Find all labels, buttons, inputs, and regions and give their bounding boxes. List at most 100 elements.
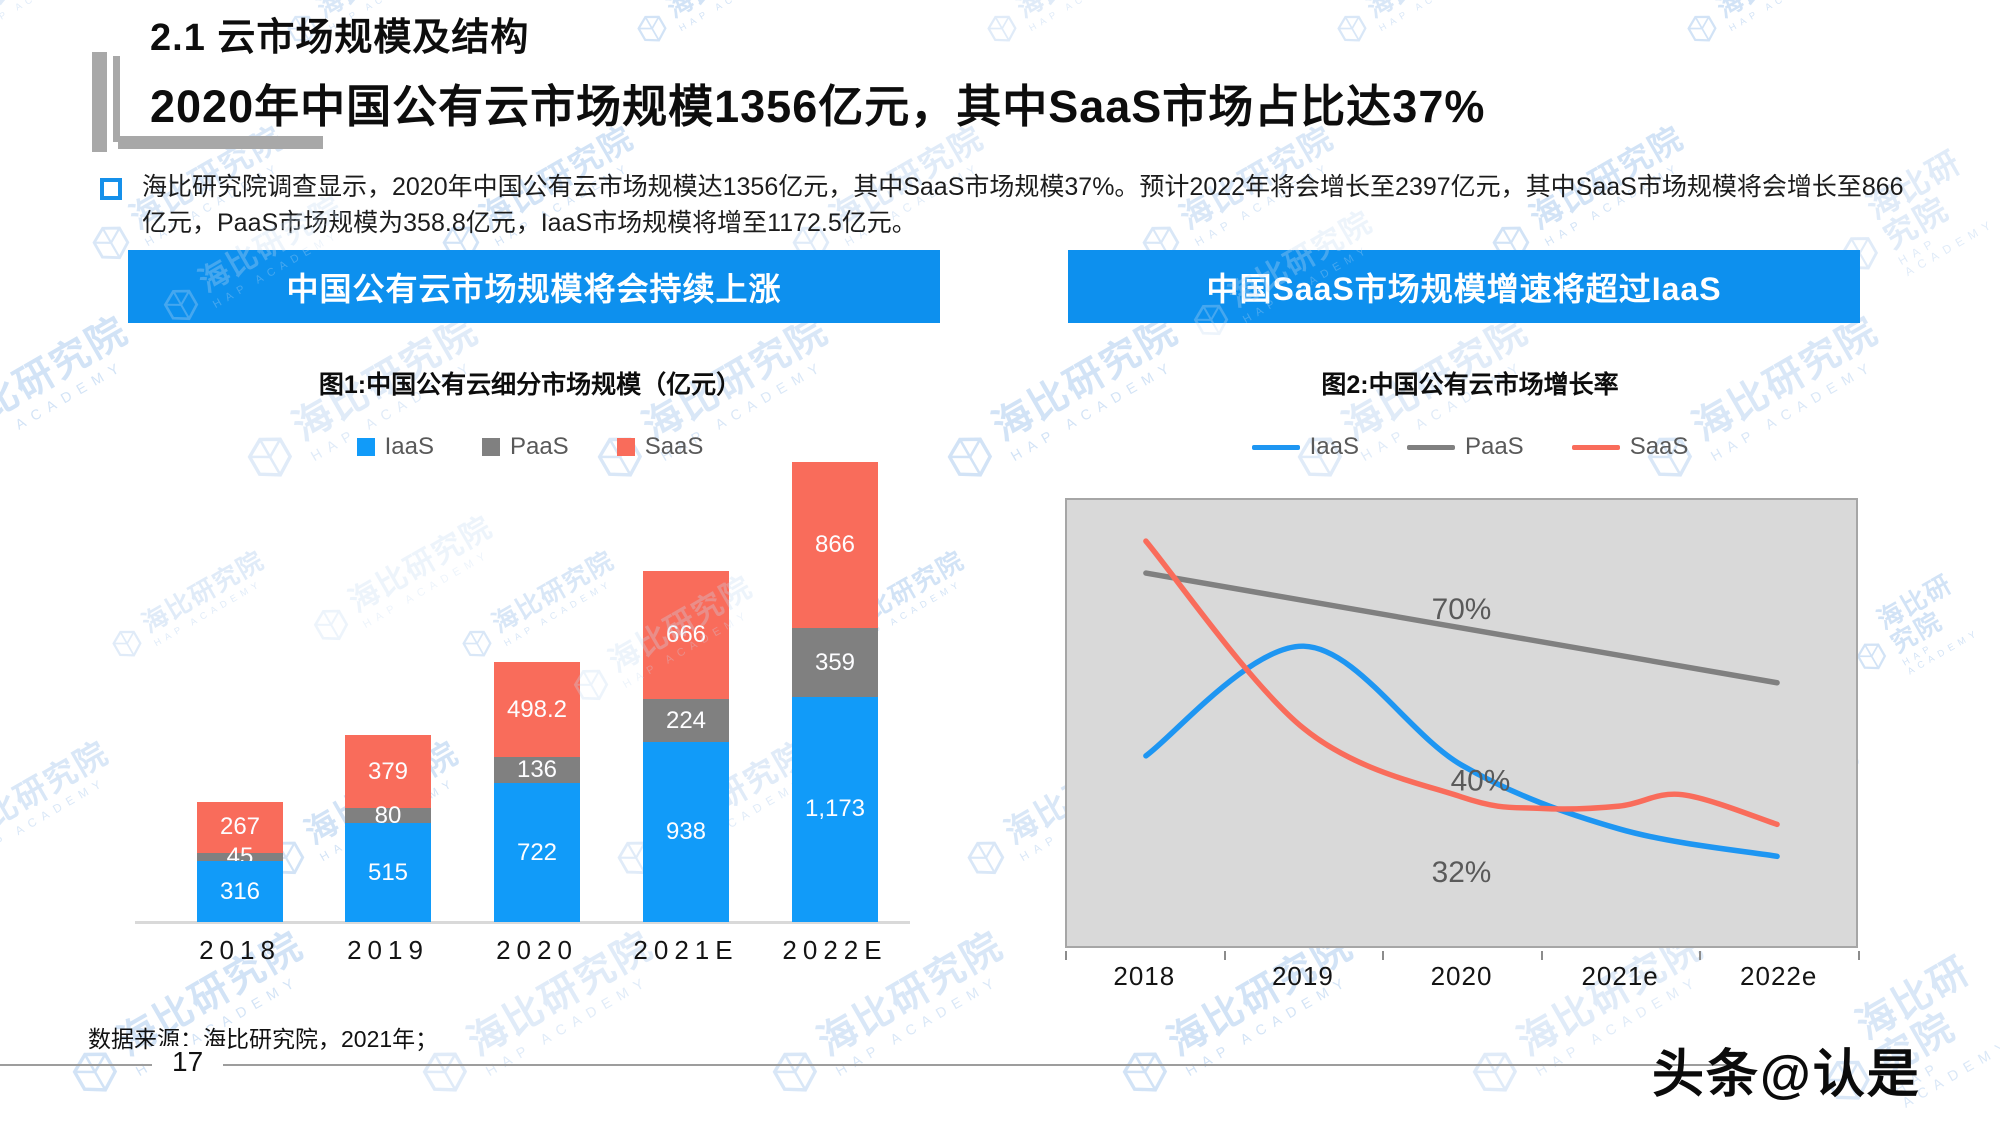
bar-segment-saas: 267 [197, 801, 283, 853]
line-x-label: 2019 [1271, 961, 1334, 991]
bar-column-2022E: 1,173 359 866 [792, 462, 878, 922]
x-axis-tick [1065, 951, 1067, 960]
bar-value-label: 515 [367, 858, 409, 886]
banner-right: 中国SaaS市场规模增速将超过IaaS [1068, 250, 1860, 323]
title-underline-bar [118, 136, 323, 149]
watermark-subtext: HAP ACADEMY [1900, 626, 1982, 677]
bar-column-2018: 316 45 267 [197, 801, 283, 922]
haibi-logo-icon [1687, 15, 1717, 42]
bar-segment-saas: 666 [643, 571, 729, 700]
line-annotation: 70% [1432, 593, 1492, 626]
legend-label: IaaS [384, 433, 434, 460]
legend-label: PaaS [509, 433, 569, 460]
x-axis-tick [1858, 951, 1860, 960]
banner-right-label: 中国SaaS市场规模增速将超过IaaS [1206, 270, 1722, 307]
legend-saas-swatch-icon [616, 438, 635, 456]
line-annotation: 40% [1451, 764, 1511, 797]
watermark-text: 海比研究院 [0, 0, 94, 23]
bar-value-label: 1,173 [804, 795, 866, 823]
line-chart-legend: IaaS PaaS SaaS [1040, 433, 1900, 461]
bar-value-label: 379 [367, 757, 409, 785]
haibi-logo-icon [1472, 1052, 1518, 1092]
legend-paas-swatch-icon [1406, 444, 1455, 450]
bar-x-label: 2019 [347, 935, 429, 965]
legend-paas-swatch-icon [481, 438, 500, 456]
bar-value-label: 359 [814, 648, 856, 676]
title-bracket-bar-thick [92, 52, 107, 152]
line-annotation: 32% [1432, 856, 1492, 889]
intro-block: 海比研究院调查显示，2020年中国公有云市场规模达1356亿元，其中SaaS市场… [100, 170, 1910, 241]
bar-segment-saas: 866 [792, 462, 878, 629]
legend-label: SaaS [1629, 433, 1689, 460]
bar-column-2020: 722 136 498.2 [494, 661, 580, 922]
bar-chart-section: 图1:中国公有云细分市场规模（亿元） IaaS PaaS SaaS 316 45 267… [100, 355, 960, 1015]
bar-value-label: 267 [219, 813, 261, 841]
line-series-iaas [1143, 643, 1780, 860]
bar-x-label: 2021E [633, 935, 739, 965]
brand-logo: 头条@认是 [1652, 1046, 1921, 1104]
section-title: 2.1 云市场规模及结构 [150, 17, 530, 59]
bar-value-label: 316 [219, 877, 261, 905]
banner-left-label: 中国公有云市场规模将会持续上涨 [286, 270, 782, 307]
bar-segment-saas: 379 [345, 735, 431, 808]
bar-segment-saas: 498.2 [494, 661, 580, 758]
bar-segment-paas: 136 [494, 756, 580, 784]
line-chart-section: 图2:中国公有云市场增长率 IaaS PaaS SaaS 70% 40% 32% 201… [1040, 355, 1900, 1015]
x-axis-tick [1540, 951, 1543, 960]
bar-chart-title: 图1:中国公有云细分市场规模（亿元） [318, 371, 742, 399]
legend-item-saas: SaaS [1571, 433, 1689, 461]
line-series-saas [1143, 538, 1780, 828]
legend-label: IaaS [1309, 433, 1359, 460]
line-chart-plot: 70% 40% 32% [1065, 498, 1858, 948]
legend-item-iaas: IaaS [356, 433, 434, 461]
legend-item-paas: PaaS [481, 433, 569, 461]
bar-x-label: 2022E [782, 935, 888, 965]
haibi-logo-icon [967, 841, 1005, 875]
bullet-square-icon [100, 178, 122, 200]
haibi-logo-icon [772, 1052, 818, 1092]
line-x-label: 2022e [1740, 961, 1818, 991]
legend-iaas-swatch-icon [356, 438, 375, 456]
title-block: 2.1 云市场规模及结构 2020年中国公有云市场规模1356亿元，其中SaaS… [150, 6, 1485, 135]
bar-value-label: 666 [665, 621, 707, 649]
bar-column-2019: 515 80 379 [345, 735, 431, 922]
bar-segment-iaas: 938 [643, 742, 729, 922]
legend-item-iaas: IaaS [1251, 433, 1359, 461]
bar-segment-paas: 80 [345, 803, 431, 827]
line-x-label: 2018 [1113, 961, 1176, 991]
bar-value-label: 498.2 [506, 695, 568, 723]
legend-item-paas: PaaS [1406, 433, 1524, 461]
bar-value-label: 136 [516, 756, 558, 784]
bar-segment-iaas: 722 [494, 783, 580, 922]
legend-item-saas: SaaS [616, 433, 704, 461]
bar-x-label: 2020 [496, 935, 578, 965]
line-x-label: 2021e [1581, 961, 1659, 991]
legend-iaas-swatch-icon [1251, 444, 1300, 450]
line-series-paas [1143, 570, 1780, 686]
x-axis-tick [1382, 951, 1385, 960]
bar-segment-iaas: 316 [197, 861, 283, 922]
intro-text: 海比研究院调查显示，2020年中国公有云市场规模达1356亿元，其中SaaS市场… [142, 173, 1904, 237]
bar-column-2021E: 938 224 666 [643, 571, 729, 922]
data-source-note: 数据来源：海比研究院，2021年； [88, 1026, 439, 1052]
bar-chart-legend: IaaS PaaS SaaS [100, 433, 960, 461]
bar-segment-paas: 224 [643, 699, 729, 743]
bar-value-label: 938 [665, 818, 707, 845]
bar-segment-paas: 359 [792, 628, 878, 697]
page-headline: 2020年中国公有云市场规模1356亿元，其中SaaS市场占比达37% [150, 81, 1486, 132]
bar-segment-iaas: 1,173 [792, 696, 878, 922]
watermark-subtext: HAP ACADEMY [1896, 216, 1999, 279]
bar-value-label: 224 [665, 706, 707, 734]
title-bracket-bar-thin [113, 56, 120, 142]
legend-label: SaaS [644, 433, 704, 460]
bar-value-label: 722 [516, 838, 558, 866]
watermark-text: 海比研究院 [0, 735, 116, 852]
line-chart-svg: 70% 40% 32% [1143, 538, 1780, 889]
banner-left: 中国公有云市场规模将会持续上涨 [128, 250, 940, 323]
watermark-subtext: HAP ACADEMY [1727, 0, 1851, 34]
page-number: 17 [152, 1046, 224, 1078]
haibi-logo-icon [1122, 1052, 1168, 1092]
